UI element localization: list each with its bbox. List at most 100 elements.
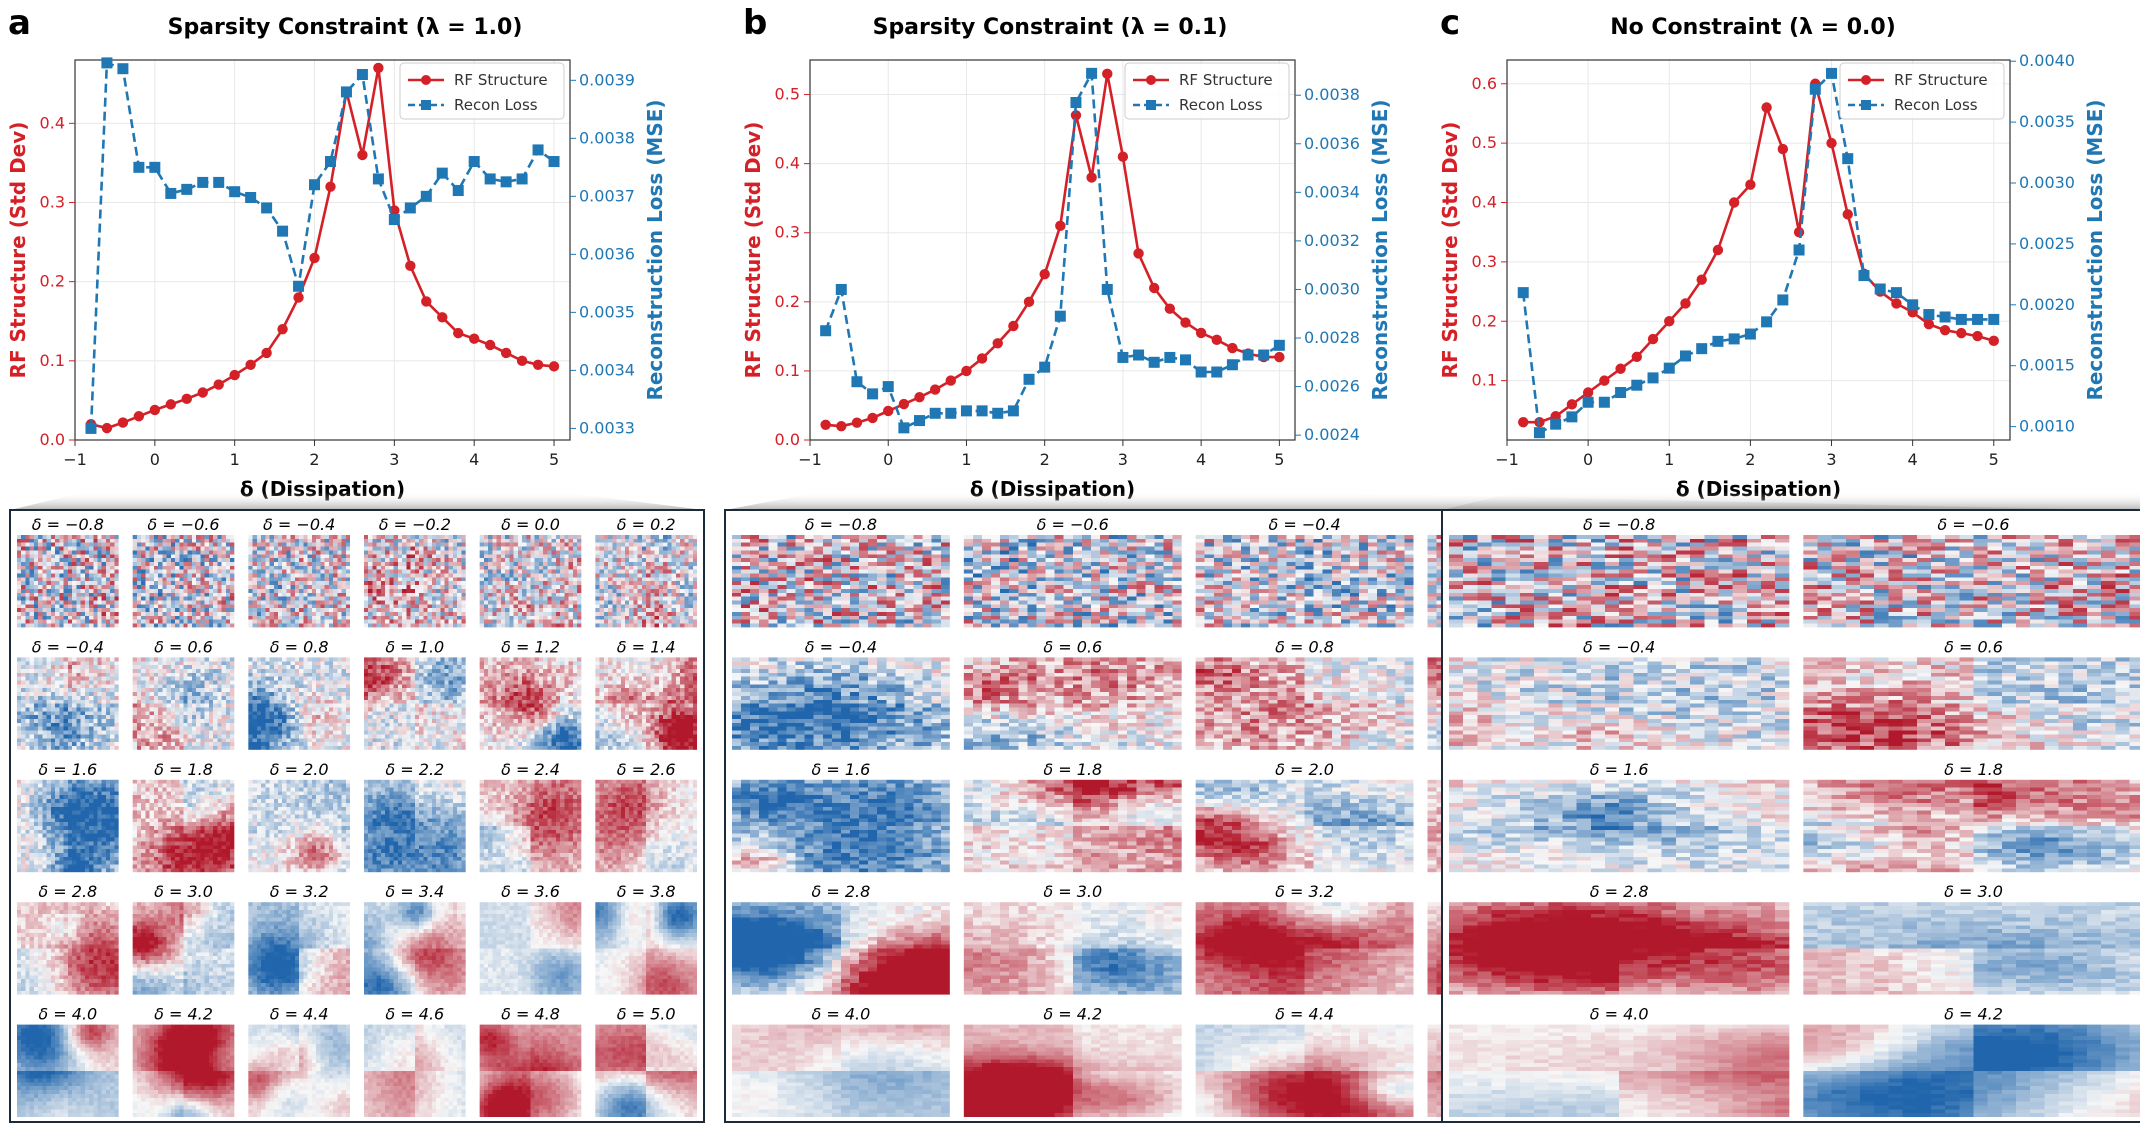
rf-structure-point bbox=[1023, 296, 1035, 308]
recon-loss-point bbox=[436, 167, 448, 179]
recon-loss-point bbox=[1533, 427, 1545, 439]
x-tick-label: 3 bbox=[389, 450, 399, 469]
x-tick-label: 0 bbox=[883, 450, 893, 469]
recon-loss-point bbox=[1728, 333, 1740, 345]
rf-structure-point bbox=[1518, 416, 1529, 428]
rf-structure-point bbox=[277, 323, 288, 335]
y2-axis-label: Reconstruction Loss (MSE) bbox=[2083, 99, 2107, 400]
recon-loss-point bbox=[1133, 349, 1145, 361]
thumbnail-label: δ = 4.6 bbox=[385, 1005, 444, 1024]
y-tick-label: 0.5 bbox=[775, 85, 800, 104]
thumbnail-label: δ = −0.4 bbox=[1583, 637, 1655, 656]
zoom-connector bbox=[10, 492, 704, 510]
recon-loss-point bbox=[1164, 351, 1176, 363]
thumbnail-label: δ = −0.4 bbox=[32, 637, 104, 656]
receptive-field-thumbnail bbox=[132, 779, 235, 873]
x-tick-label: 2 bbox=[1745, 450, 1755, 469]
recon-loss-point bbox=[1226, 359, 1238, 371]
rf-structure-point bbox=[1117, 151, 1129, 162]
rf-structure-point bbox=[149, 404, 161, 416]
y-tick-label: 0.2 bbox=[775, 292, 800, 311]
rf-structure-point bbox=[1777, 143, 1789, 155]
recon-loss-point bbox=[1195, 366, 1207, 378]
x-tick-label: 3 bbox=[1826, 450, 1836, 469]
rf-structure-point bbox=[453, 327, 464, 339]
recon-loss-point bbox=[1842, 153, 1854, 165]
legend-marker bbox=[421, 100, 431, 110]
receptive-field-thumbnail bbox=[595, 535, 697, 628]
recon-loss-point bbox=[1890, 287, 1902, 299]
rf-structure-point bbox=[1761, 102, 1772, 113]
recon-loss-point bbox=[165, 187, 177, 199]
rf-structure-point bbox=[1728, 197, 1740, 208]
rf-structure-point bbox=[1826, 137, 1837, 149]
recon-loss-point bbox=[1826, 67, 1838, 79]
thumbnail-label: δ = 1.0 bbox=[385, 637, 444, 656]
rf-structure-point bbox=[1615, 363, 1626, 374]
x-tick-label: 5 bbox=[549, 450, 559, 469]
rf-structure-point bbox=[976, 353, 988, 364]
thumbnail-label: δ = 2.8 bbox=[812, 882, 871, 901]
recon-loss-point bbox=[1273, 339, 1285, 351]
thumbnail-label: δ = −0.2 bbox=[379, 515, 451, 534]
rf-structure-point bbox=[293, 292, 304, 303]
chart-title: No Constraint (λ = 0.0) bbox=[1610, 15, 1896, 40]
recon-loss-point bbox=[1086, 67, 1098, 79]
legend-marker bbox=[1146, 100, 1156, 110]
receptive-field-thumbnail bbox=[1449, 535, 1790, 628]
recon-loss-line bbox=[824, 68, 1281, 430]
legend-label: Recon Loss bbox=[454, 96, 538, 114]
thumbnail-label: δ = −0.6 bbox=[1937, 515, 2009, 534]
recon-loss-point bbox=[1070, 96, 1082, 108]
receptive-field-thumbnail bbox=[1195, 1024, 1414, 1117]
rf-structure-point bbox=[1745, 179, 1756, 190]
y-axis-label: RF Structure (Std Dev) bbox=[1438, 122, 1462, 379]
recon-loss-point bbox=[1907, 299, 1919, 311]
y2-tick-label: 0.0040 bbox=[2019, 51, 2075, 70]
x-tick-label: −1 bbox=[63, 450, 87, 469]
y-tick-label: 0.2 bbox=[1472, 311, 1497, 330]
y2-tick-label: 0.0037 bbox=[579, 186, 635, 205]
receptive-field-thumbnail bbox=[248, 902, 350, 995]
rf-structure-point bbox=[914, 391, 925, 403]
receptive-field-thumbnail bbox=[132, 535, 235, 628]
recon-loss-point bbox=[960, 405, 972, 417]
recon-loss-point bbox=[1663, 362, 1675, 374]
recon-loss-point bbox=[245, 191, 257, 203]
panel-letter: a bbox=[8, 3, 31, 43]
y2-tick-label: 0.0010 bbox=[2019, 417, 2075, 436]
y2-axis-label: Reconstruction Loss (MSE) bbox=[1368, 99, 1392, 400]
thumbnail-label: δ = −0.8 bbox=[1583, 515, 1655, 534]
receptive-field-thumbnail bbox=[132, 1024, 235, 1117]
rf-structure-point bbox=[1631, 351, 1643, 363]
recon-loss-point bbox=[1777, 294, 1789, 306]
thumbnail-label: δ = 4.8 bbox=[501, 1005, 560, 1024]
y-tick-label: 0.5 bbox=[1472, 133, 1497, 152]
panel-letter: c bbox=[1440, 3, 1460, 43]
receptive-field-thumbnail bbox=[1803, 535, 2140, 628]
rf-structure-point bbox=[181, 393, 192, 405]
thumbnail-label: δ = 1.4 bbox=[617, 637, 676, 656]
thumbnail-label: δ = 5.0 bbox=[617, 1005, 676, 1024]
receptive-field-thumbnail bbox=[132, 657, 235, 750]
thumbnail-label: δ = 3.0 bbox=[1944, 882, 2003, 901]
recon-loss-point bbox=[1744, 328, 1756, 340]
receptive-field-thumbnail bbox=[963, 779, 1182, 873]
legend-marker bbox=[1146, 75, 1156, 85]
thumbnail-label: δ = 0.6 bbox=[1944, 637, 2003, 656]
recon-loss-point bbox=[1582, 396, 1594, 408]
y-tick-label: 0.3 bbox=[40, 193, 65, 212]
rf-structure-point bbox=[357, 149, 368, 161]
recon-loss-line bbox=[1521, 70, 1994, 435]
y2-tick-label: 0.0038 bbox=[579, 128, 635, 147]
rf-structure-point bbox=[261, 347, 272, 359]
thumbnail-label: δ = 1.6 bbox=[1590, 760, 1649, 779]
receptive-field-thumbnail bbox=[732, 1024, 950, 1117]
thumbnail-grid-frame bbox=[9, 509, 705, 1123]
legend-marker bbox=[1861, 100, 1871, 110]
receptive-field-thumbnail bbox=[364, 902, 466, 995]
rf-structure-point bbox=[1972, 330, 1983, 342]
x-tick-label: 0 bbox=[150, 450, 160, 469]
rf-structure-point bbox=[421, 296, 432, 307]
recon-loss-point bbox=[820, 325, 832, 337]
